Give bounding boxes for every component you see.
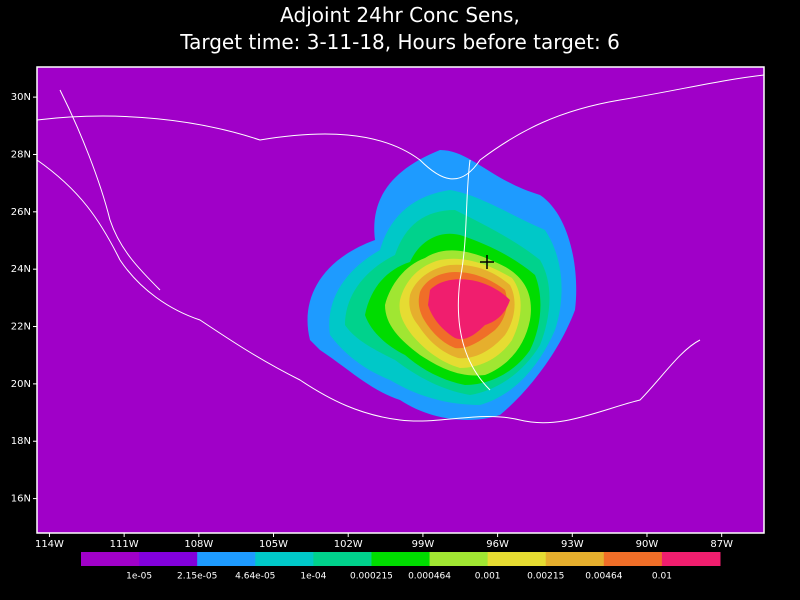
colorbar-swatch <box>81 552 140 566</box>
x-tick-label: 90W <box>636 539 659 550</box>
colorbar-label: 0.000464 <box>408 572 451 582</box>
colorbar-label: 0.00215 <box>527 572 564 582</box>
x-tick-label: 108W <box>184 539 213 550</box>
colorbar-swatch <box>313 552 372 566</box>
colorbar-label: 0.000215 <box>350 572 393 582</box>
y-tick-label: 26N <box>11 207 31 218</box>
sensitivity-field <box>307 150 577 420</box>
colorbar-swatch <box>603 552 663 566</box>
colorbar-swatch <box>197 552 256 566</box>
y-tick-label: 28N <box>11 149 31 160</box>
colorbar-label: 0.00464 <box>585 572 622 582</box>
map-frame <box>36 66 765 534</box>
colorbar-label: 1e-04 <box>300 572 326 582</box>
colorbar-label: 2.15e-05 <box>177 572 217 582</box>
y-tick-label: 24N <box>11 264 31 275</box>
contour-region <box>428 279 510 340</box>
colorbar-swatch <box>371 552 431 566</box>
y-tick-label: 20N <box>11 379 31 390</box>
x-tick-label: 114W <box>35 539 64 550</box>
colorbar-swatch <box>487 552 547 566</box>
colorbar-swatch <box>429 552 489 566</box>
x-tick-label: 99W <box>412 539 435 550</box>
y-tick-label: 30N <box>11 92 31 103</box>
coastlines <box>36 74 765 424</box>
colorbar-swatch <box>255 552 314 566</box>
x-tick-label: 105W <box>259 539 288 550</box>
colorbar-label: 4.64e-05 <box>235 572 275 582</box>
x-tick-label: 111W <box>110 539 139 550</box>
colorbar-label: 0.01 <box>652 572 672 582</box>
y-tick-label: 22N <box>11 322 31 333</box>
colorbar-label: 0.001 <box>475 572 501 582</box>
x-tick-label: 87W <box>710 539 733 550</box>
x-tick-label: 93W <box>561 539 584 550</box>
title-line: Adjoint 24hr Conc Sens, <box>280 3 520 27</box>
x-tick-label: 102W <box>334 539 363 550</box>
y-tick-label: 18N <box>11 436 31 447</box>
x-tick-label: 96W <box>486 539 509 550</box>
colorbar-swatch <box>661 552 721 566</box>
target-marker <box>480 255 494 269</box>
colorbar-swatch <box>545 552 605 566</box>
colorbar-label: 1e-05 <box>126 572 152 582</box>
title-line: Target time: 3-11-18, Hours before targe… <box>179 30 620 54</box>
y-tick-label: 16N <box>11 494 31 505</box>
colorbar-swatch <box>139 552 198 566</box>
